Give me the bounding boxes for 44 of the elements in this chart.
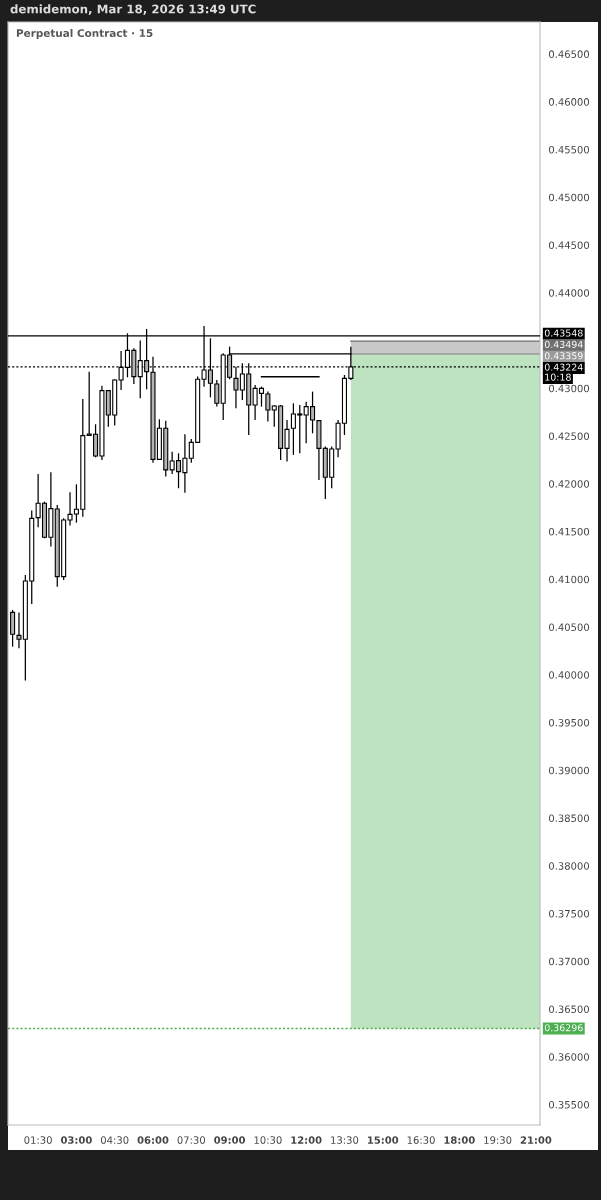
x-tick-label: 01:30 <box>24 1136 52 1144</box>
ref-line-label: 0.43359 <box>544 352 583 360</box>
chart-subtitle: demidemon, Mar 18, 2026 13:49 UTC <box>10 4 256 15</box>
y-tick-label: 0.42500 <box>548 432 590 440</box>
y-tick-label: 0.36000 <box>548 1053 590 1061</box>
y-tick-label: 0.46000 <box>548 98 590 106</box>
x-tick-label: 12:00 <box>291 1136 322 1144</box>
x-tick-label: 04:30 <box>100 1136 129 1144</box>
y-tick-label: 0.41500 <box>548 527 590 536</box>
y-tick-label: 0.45000 <box>548 193 590 202</box>
x-tick-label: 21:00 <box>520 1136 552 1144</box>
x-tick-label: 07:30 <box>177 1136 206 1144</box>
x-tick-label: 19:30 <box>484 1136 512 1144</box>
x-tick-label: 15:00 <box>367 1136 399 1144</box>
y-tick-label: 0.38000 <box>548 862 590 870</box>
ref-line-label: 0.36296 <box>544 1024 583 1032</box>
text: 10:18 <box>545 373 571 381</box>
x-tick-label: 09:00 <box>214 1136 246 1144</box>
x-tick-label: 10:30 <box>254 1136 282 1144</box>
x-tick-label: 16:30 <box>407 1136 435 1144</box>
y-tick-label: 0.44000 <box>548 289 590 297</box>
y-tick-label: 0.40000 <box>548 671 590 679</box>
y-tick-label: 0.46500 <box>548 50 590 58</box>
y-tick-label: 0.39500 <box>548 718 590 727</box>
y-tick-label: 0.40500 <box>548 623 590 631</box>
y-tick-label: 0.39000 <box>548 766 590 775</box>
y-tick-label: 0.37000 <box>548 957 590 966</box>
y-tick-label: 0.44500 <box>548 241 590 249</box>
x-tick-label: 03:00 <box>60 1136 92 1144</box>
y-tick-label: 0.37500 <box>548 909 590 918</box>
y-tick-label: 0.35500 <box>548 1100 590 1109</box>
ref-line-label: 0.43494 <box>544 340 583 348</box>
y-tick-label: 0.36500 <box>548 1005 590 1013</box>
x-tick-label: 06:00 <box>137 1136 169 1144</box>
text: Perpetual Contract · 15 <box>16 28 153 40</box>
x-tick-label: 18:00 <box>444 1136 475 1144</box>
y-tick-label: 0.42000 <box>548 480 590 488</box>
ref-line-label: 0.43224 <box>544 363 583 371</box>
y-tick-label: 0.38500 <box>548 814 590 822</box>
ref-line-label: 0.43548 <box>544 329 583 337</box>
y-tick-label: 0.45500 <box>548 145 590 154</box>
y-tick-label: 0.43000 <box>548 384 590 393</box>
x-tick-label: 13:30 <box>331 1136 359 1144</box>
y-tick-label: 0.41000 <box>548 575 590 584</box>
